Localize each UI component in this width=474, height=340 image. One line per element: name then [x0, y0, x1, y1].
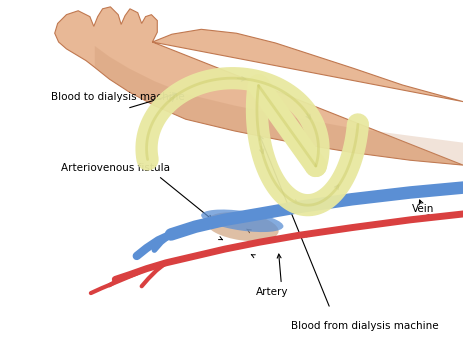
Ellipse shape: [201, 209, 283, 232]
Polygon shape: [95, 46, 463, 165]
Ellipse shape: [206, 212, 279, 241]
Text: Artery: Artery: [256, 287, 289, 297]
Text: Blood from dialysis machine: Blood from dialysis machine: [291, 321, 439, 331]
Polygon shape: [55, 7, 463, 165]
Text: Vein: Vein: [412, 204, 435, 214]
Text: Arteriovenous fistula: Arteriovenous fistula: [61, 163, 170, 173]
Text: Blood to dialysis machine: Blood to dialysis machine: [51, 92, 184, 102]
